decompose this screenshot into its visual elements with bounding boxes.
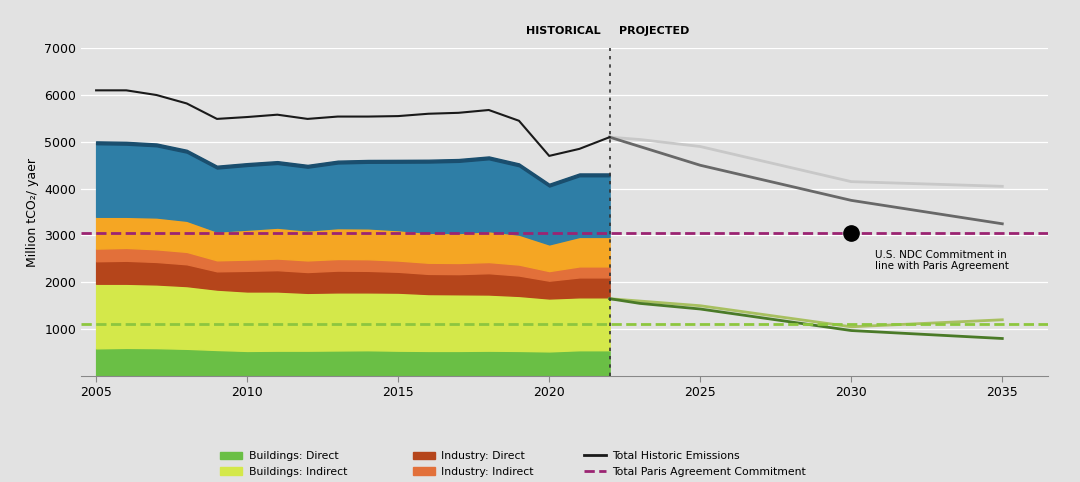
Text: U.S. NDC Commitment in
line with Paris Agreement: U.S. NDC Commitment in line with Paris A… bbox=[876, 250, 1010, 271]
Y-axis label: Million tCO₂/ yaer: Million tCO₂/ yaer bbox=[26, 158, 39, 267]
Text: PROJECTED: PROJECTED bbox=[619, 27, 689, 37]
Legend: Buildings: Direct, Buildings: Indirect, Buildings Emissions, Buildings Non-IRA S: Buildings: Direct, Buildings: Indirect, … bbox=[216, 447, 835, 482]
Text: HISTORICAL: HISTORICAL bbox=[526, 27, 600, 37]
